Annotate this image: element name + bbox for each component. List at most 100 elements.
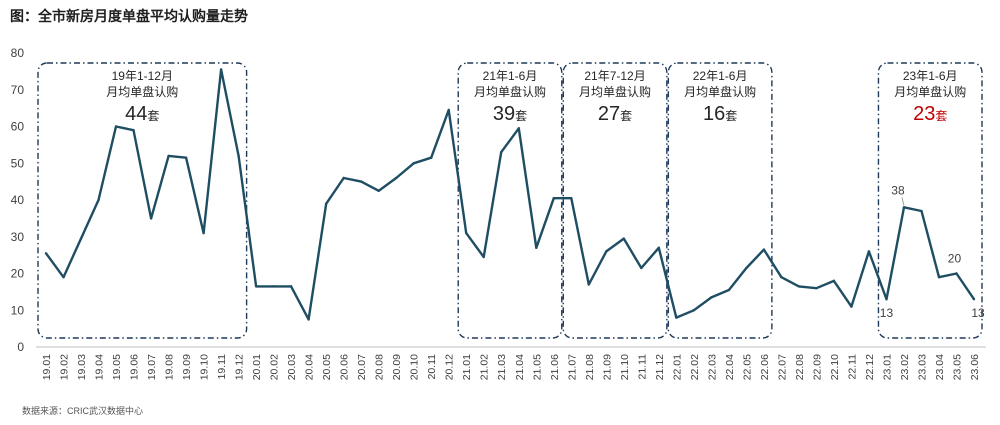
x-tick-label: 22.01 <box>671 354 683 380</box>
annotation-period: 21年7-12月 <box>584 69 645 83</box>
x-tick-label: 21.05 <box>531 354 543 380</box>
data-point <box>727 288 731 292</box>
data-point <box>517 127 520 130</box>
series-line <box>45 68 975 321</box>
x-tick-label: 20.01 <box>251 354 263 380</box>
data-label: 20 <box>948 252 962 266</box>
data-point <box>184 156 188 159</box>
data-point <box>219 68 223 71</box>
x-tick-label: 21.07 <box>566 354 578 380</box>
annotation-value: 27套 <box>598 103 632 125</box>
x-tick-label: 19.05 <box>111 354 123 380</box>
data-point <box>640 266 643 270</box>
data-point <box>114 125 118 128</box>
data-point <box>377 189 380 193</box>
x-tick-label: 19.01 <box>41 354 53 380</box>
data-point <box>465 231 468 235</box>
y-tick-label: 0 <box>17 340 24 354</box>
x-tick-label: 21.10 <box>619 354 631 380</box>
x-tick-label: 23.05 <box>951 354 963 380</box>
x-tick-label: 19.11 <box>216 354 228 380</box>
x-tick-label: 23.04 <box>934 354 946 380</box>
x-tick-label: 21.02 <box>479 354 491 380</box>
x-tick-label: 22.10 <box>829 354 841 380</box>
x-tick-label: 21.08 <box>584 354 596 380</box>
y-tick-label: 70 <box>11 83 25 97</box>
chart-title: 图：全市新房月度单盘平均认购量走势 <box>10 8 248 24</box>
data-point <box>902 206 906 209</box>
data-point <box>342 176 345 180</box>
x-tick-label: 22.05 <box>741 354 753 380</box>
x-tick-label: 20.03 <box>286 354 298 380</box>
x-tick-label: 21.01 <box>461 354 473 380</box>
annotation-value: 23套 <box>913 103 947 125</box>
data-point <box>430 156 433 159</box>
x-tick-label: 22.12 <box>864 354 876 380</box>
x-tick-label: 19.06 <box>129 354 141 380</box>
data-point <box>815 287 818 290</box>
annotation-caption: 月均单盘认购 <box>684 84 756 99</box>
x-tick-label: 22.02 <box>689 354 701 380</box>
data-point <box>324 202 328 205</box>
y-tick-label: 40 <box>11 193 25 207</box>
y-tick-label: 50 <box>11 156 25 170</box>
x-tick-label: 19.09 <box>181 354 193 380</box>
data-point <box>447 108 450 112</box>
data-point <box>237 154 240 158</box>
data-source-note: 数据来源：CRIC武汉数据中心 <box>22 406 143 416</box>
x-tick-label: 21.09 <box>601 354 613 380</box>
x-tick-label: 21.06 <box>549 354 561 380</box>
x-tick-label: 20.05 <box>321 354 333 380</box>
data-point <box>797 285 801 288</box>
data-point <box>62 275 65 279</box>
x-tick-label: 22.08 <box>794 354 806 380</box>
data-label: 13 <box>880 306 894 320</box>
annotation-caption: 月均单盘认购 <box>579 84 651 99</box>
data-label: 13 <box>971 306 985 320</box>
annotation-period: 22年1-6月 <box>693 69 748 83</box>
x-tick-label: 20.04 <box>304 354 316 380</box>
annotation-value: 44套 <box>125 103 159 125</box>
x-tick-label: 20.06 <box>339 354 351 380</box>
annotation-box <box>457 62 563 339</box>
x-tick-label: 21.11 <box>636 354 648 380</box>
x-tick-label: 20.12 <box>444 354 456 380</box>
annotation-box <box>562 62 668 339</box>
data-label: 38 <box>891 183 905 197</box>
data-point <box>535 246 538 249</box>
x-tick-label: 23.01 <box>881 354 893 380</box>
y-tick-label: 80 <box>11 46 25 60</box>
x-tick-label: 20.02 <box>269 354 281 380</box>
data-point <box>412 162 415 165</box>
data-point <box>762 248 766 251</box>
annotation-box <box>667 62 773 339</box>
x-tick-label: 21.03 <box>496 354 508 380</box>
x-tick-label: 21.12 <box>654 354 666 380</box>
x-tick-label: 22.06 <box>759 354 771 380</box>
data-point <box>44 252 48 255</box>
annotation-caption: 月均单盘认购 <box>894 84 966 99</box>
data-point <box>605 250 608 253</box>
data-point <box>955 272 958 275</box>
data-point <box>745 266 748 270</box>
data-point <box>657 246 661 249</box>
x-tick-label: 22.04 <box>724 354 736 380</box>
x-tick-label: 19.04 <box>94 354 106 380</box>
y-tick-label: 30 <box>11 230 25 244</box>
data-point <box>920 209 923 213</box>
data-point <box>132 128 135 132</box>
data-point <box>289 285 293 288</box>
data-point <box>832 279 836 283</box>
data-point <box>587 283 590 286</box>
data-point <box>675 316 678 319</box>
data-point <box>149 217 153 220</box>
x-tick-label: 19.08 <box>164 354 176 380</box>
annotation-period: 19年1-12月 <box>112 69 173 83</box>
annotation-caption: 月均单盘认购 <box>474 84 546 99</box>
data-point <box>850 305 853 308</box>
x-tick-label: 23.03 <box>916 354 928 380</box>
data-point <box>972 298 976 301</box>
x-tick-label: 19.02 <box>59 354 71 380</box>
data-point <box>97 198 100 202</box>
